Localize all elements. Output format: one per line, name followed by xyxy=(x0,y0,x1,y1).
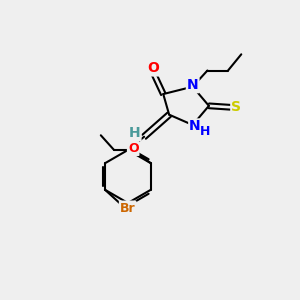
Text: O: O xyxy=(147,61,159,75)
Text: Br: Br xyxy=(120,202,136,214)
Text: H: H xyxy=(200,125,210,138)
Text: N: N xyxy=(189,119,201,134)
Text: H: H xyxy=(129,126,140,140)
Text: N: N xyxy=(187,78,199,92)
Text: O: O xyxy=(128,142,139,155)
Text: S: S xyxy=(231,100,241,114)
